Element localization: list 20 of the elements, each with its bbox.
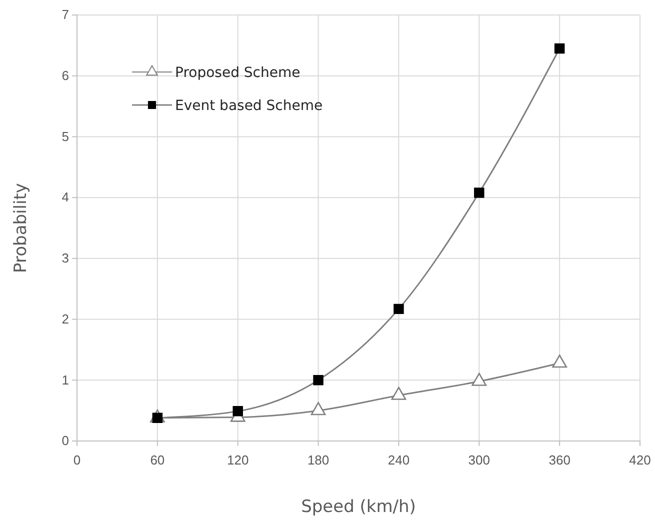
y-axis-title: Probability — [11, 183, 31, 273]
x-tick-label: 120 — [227, 452, 249, 468]
y-tick-label: 5 — [62, 128, 69, 144]
x-tick-label: 0 — [73, 452, 81, 468]
x-axis-title: Speed (km/h) — [301, 497, 416, 517]
x-tick-label: 300 — [468, 452, 490, 468]
y-tick-label: 7 — [62, 7, 69, 22]
x-tick-label: 360 — [548, 452, 570, 468]
x-tick-label: 240 — [388, 452, 410, 468]
legend-label: Event based Scheme — [175, 98, 323, 114]
x-tick-label: 420 — [629, 452, 651, 468]
y-tick-label: 3 — [62, 250, 69, 266]
y-tick-label: 4 — [62, 190, 69, 205]
x-tick-label: 180 — [307, 452, 330, 468]
y-tick-label: 6 — [62, 68, 69, 84]
y-tick-label: 1 — [62, 372, 69, 388]
legend-label: Proposed Scheme — [175, 64, 300, 81]
y-tick-label: 0 — [62, 433, 69, 448]
x-tick-label: 60 — [150, 452, 165, 468]
y-tick-label: 2 — [62, 311, 69, 326]
